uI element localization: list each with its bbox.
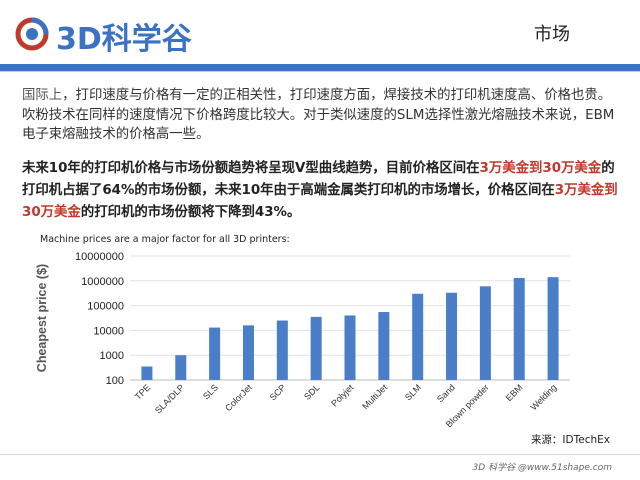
bar	[547, 277, 559, 380]
bar	[344, 315, 356, 380]
y-tick-label: 10000000	[75, 251, 124, 263]
x-tick-label: MultiJet	[360, 382, 389, 411]
para2-highlight-2: 3万美金到30万美金	[22, 183, 618, 220]
bar	[141, 366, 153, 380]
page-title: 市场	[534, 24, 570, 45]
bar	[242, 325, 254, 380]
header-divider-thin	[0, 71, 640, 72]
logo-text: 3D科学谷	[56, 22, 192, 57]
logo-ring-icon	[15, 17, 49, 51]
bar	[479, 286, 491, 380]
chart-title: Machine prices are a major factor for al…	[40, 234, 290, 245]
x-tick-label: Sand	[435, 382, 457, 404]
footer-divider	[0, 454, 640, 455]
header-divider	[0, 64, 640, 71]
y-axis-label: Cheapest price ($)	[35, 264, 49, 372]
logo: 3D科学谷	[14, 12, 219, 60]
para2-c: 的打印机占据了64%的市场份额，未来10年由于高端金属类打印机的市场增长，价格区…	[22, 161, 615, 198]
para2-highlight-1: 3万美金到30万美金	[479, 161, 602, 176]
x-tick-label: EBM	[504, 382, 525, 403]
source-note: 来源：IDTechEx	[530, 434, 610, 446]
x-tick-label: SDL	[302, 382, 321, 401]
bar	[175, 355, 187, 380]
y-tick-label: 1000	[100, 350, 124, 362]
bar	[378, 312, 390, 380]
x-tick-label: SLS	[201, 382, 220, 401]
bar	[513, 277, 525, 380]
y-tick-label: 100	[106, 375, 124, 387]
x-tick-label: Polyjet	[329, 382, 356, 409]
y-tick-label: 100000	[87, 301, 124, 313]
y-tick-label: 10000	[93, 325, 124, 337]
para1-lead: 国际上	[22, 88, 63, 103]
para2-a: 未来10年的打印机价格与市场份额趋势将呈现V型曲线趋势，目前价格区间在	[22, 161, 480, 176]
paragraph-market-trend: 未来10年的打印机价格与市场份额趋势将呈现V型曲线趋势，目前价格区间在3万美金到…	[22, 158, 622, 224]
bar	[209, 327, 221, 380]
bar	[310, 316, 322, 380]
footer-credit: 3D 科学谷 @www.51shape.com	[472, 463, 612, 473]
x-tick-label: ColorJet	[223, 382, 254, 413]
x-tick-label: SLA/DLP	[153, 382, 186, 415]
price-bar-chart: 100 1000 10000 100000 1000000 10000000 Cheapes…	[35, 251, 570, 429]
para1-text: ，打印速度与价格有一定的正相关性，打印速度方面，焊接技术的打印机速度高、价格也贵…	[22, 88, 615, 142]
para2-e: 的打印机的市场份额将下降到43%。	[80, 205, 301, 220]
bar	[276, 320, 288, 380]
bar	[412, 293, 424, 380]
y-tick-label: 1000000	[81, 276, 124, 288]
bar	[446, 292, 458, 380]
x-tick-label: Welding	[529, 382, 559, 412]
paragraph-speed-price: 国际上，打印速度与价格有一定的正相关性，打印速度方面，焊接技术的打印机速度高、价…	[22, 86, 622, 145]
x-tick-label: TPE	[133, 382, 152, 401]
x-tick-label: SCP	[268, 382, 288, 402]
x-tick-label: SLM	[403, 382, 423, 402]
